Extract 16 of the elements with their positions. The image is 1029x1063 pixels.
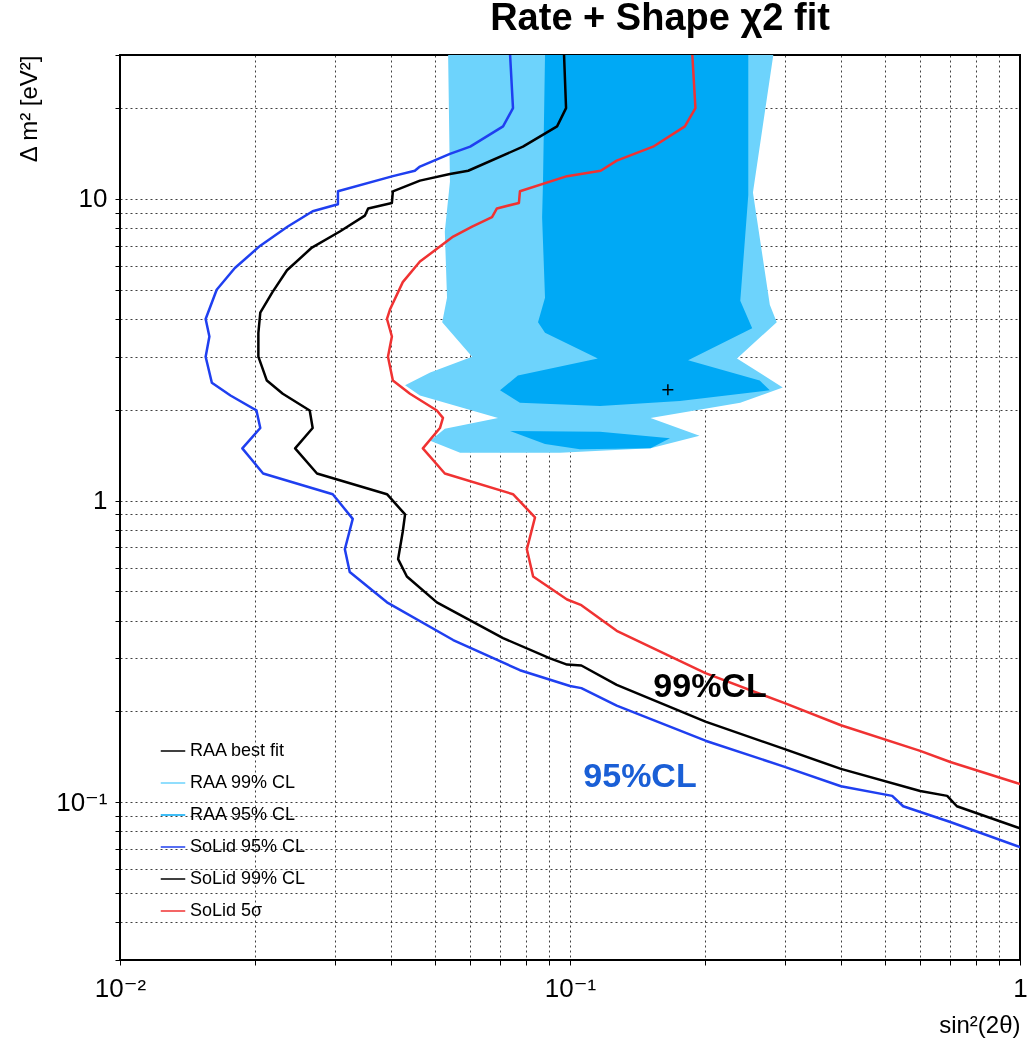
y-tick-label: 10⁻¹ xyxy=(56,786,108,817)
chart-title: Rate + Shape χ2 fit xyxy=(490,0,831,38)
legend-label: RAA 95% CL xyxy=(190,804,296,824)
y-tick-label: 1 xyxy=(93,485,108,516)
legend-label: RAA 99% CL xyxy=(190,772,296,792)
legend-label: SoLid 99% CL xyxy=(190,868,306,888)
annotation: 95%CL xyxy=(583,756,697,794)
legend-label: SoLid 5σ xyxy=(190,900,263,920)
x-tick-label: 10⁻¹ xyxy=(544,972,597,1003)
legend-label: RAA best fit xyxy=(190,740,285,760)
x-tick-label: 1 xyxy=(1013,972,1028,1003)
y-tick-label: 10 xyxy=(78,183,108,214)
legend-label: SoLid 95% CL xyxy=(190,836,306,856)
x-tick-label: 10⁻² xyxy=(94,972,147,1003)
x-axis-title: sin²(2θ) xyxy=(939,1010,1021,1038)
y-axis-title: Δ m² [eV²] xyxy=(15,55,43,163)
